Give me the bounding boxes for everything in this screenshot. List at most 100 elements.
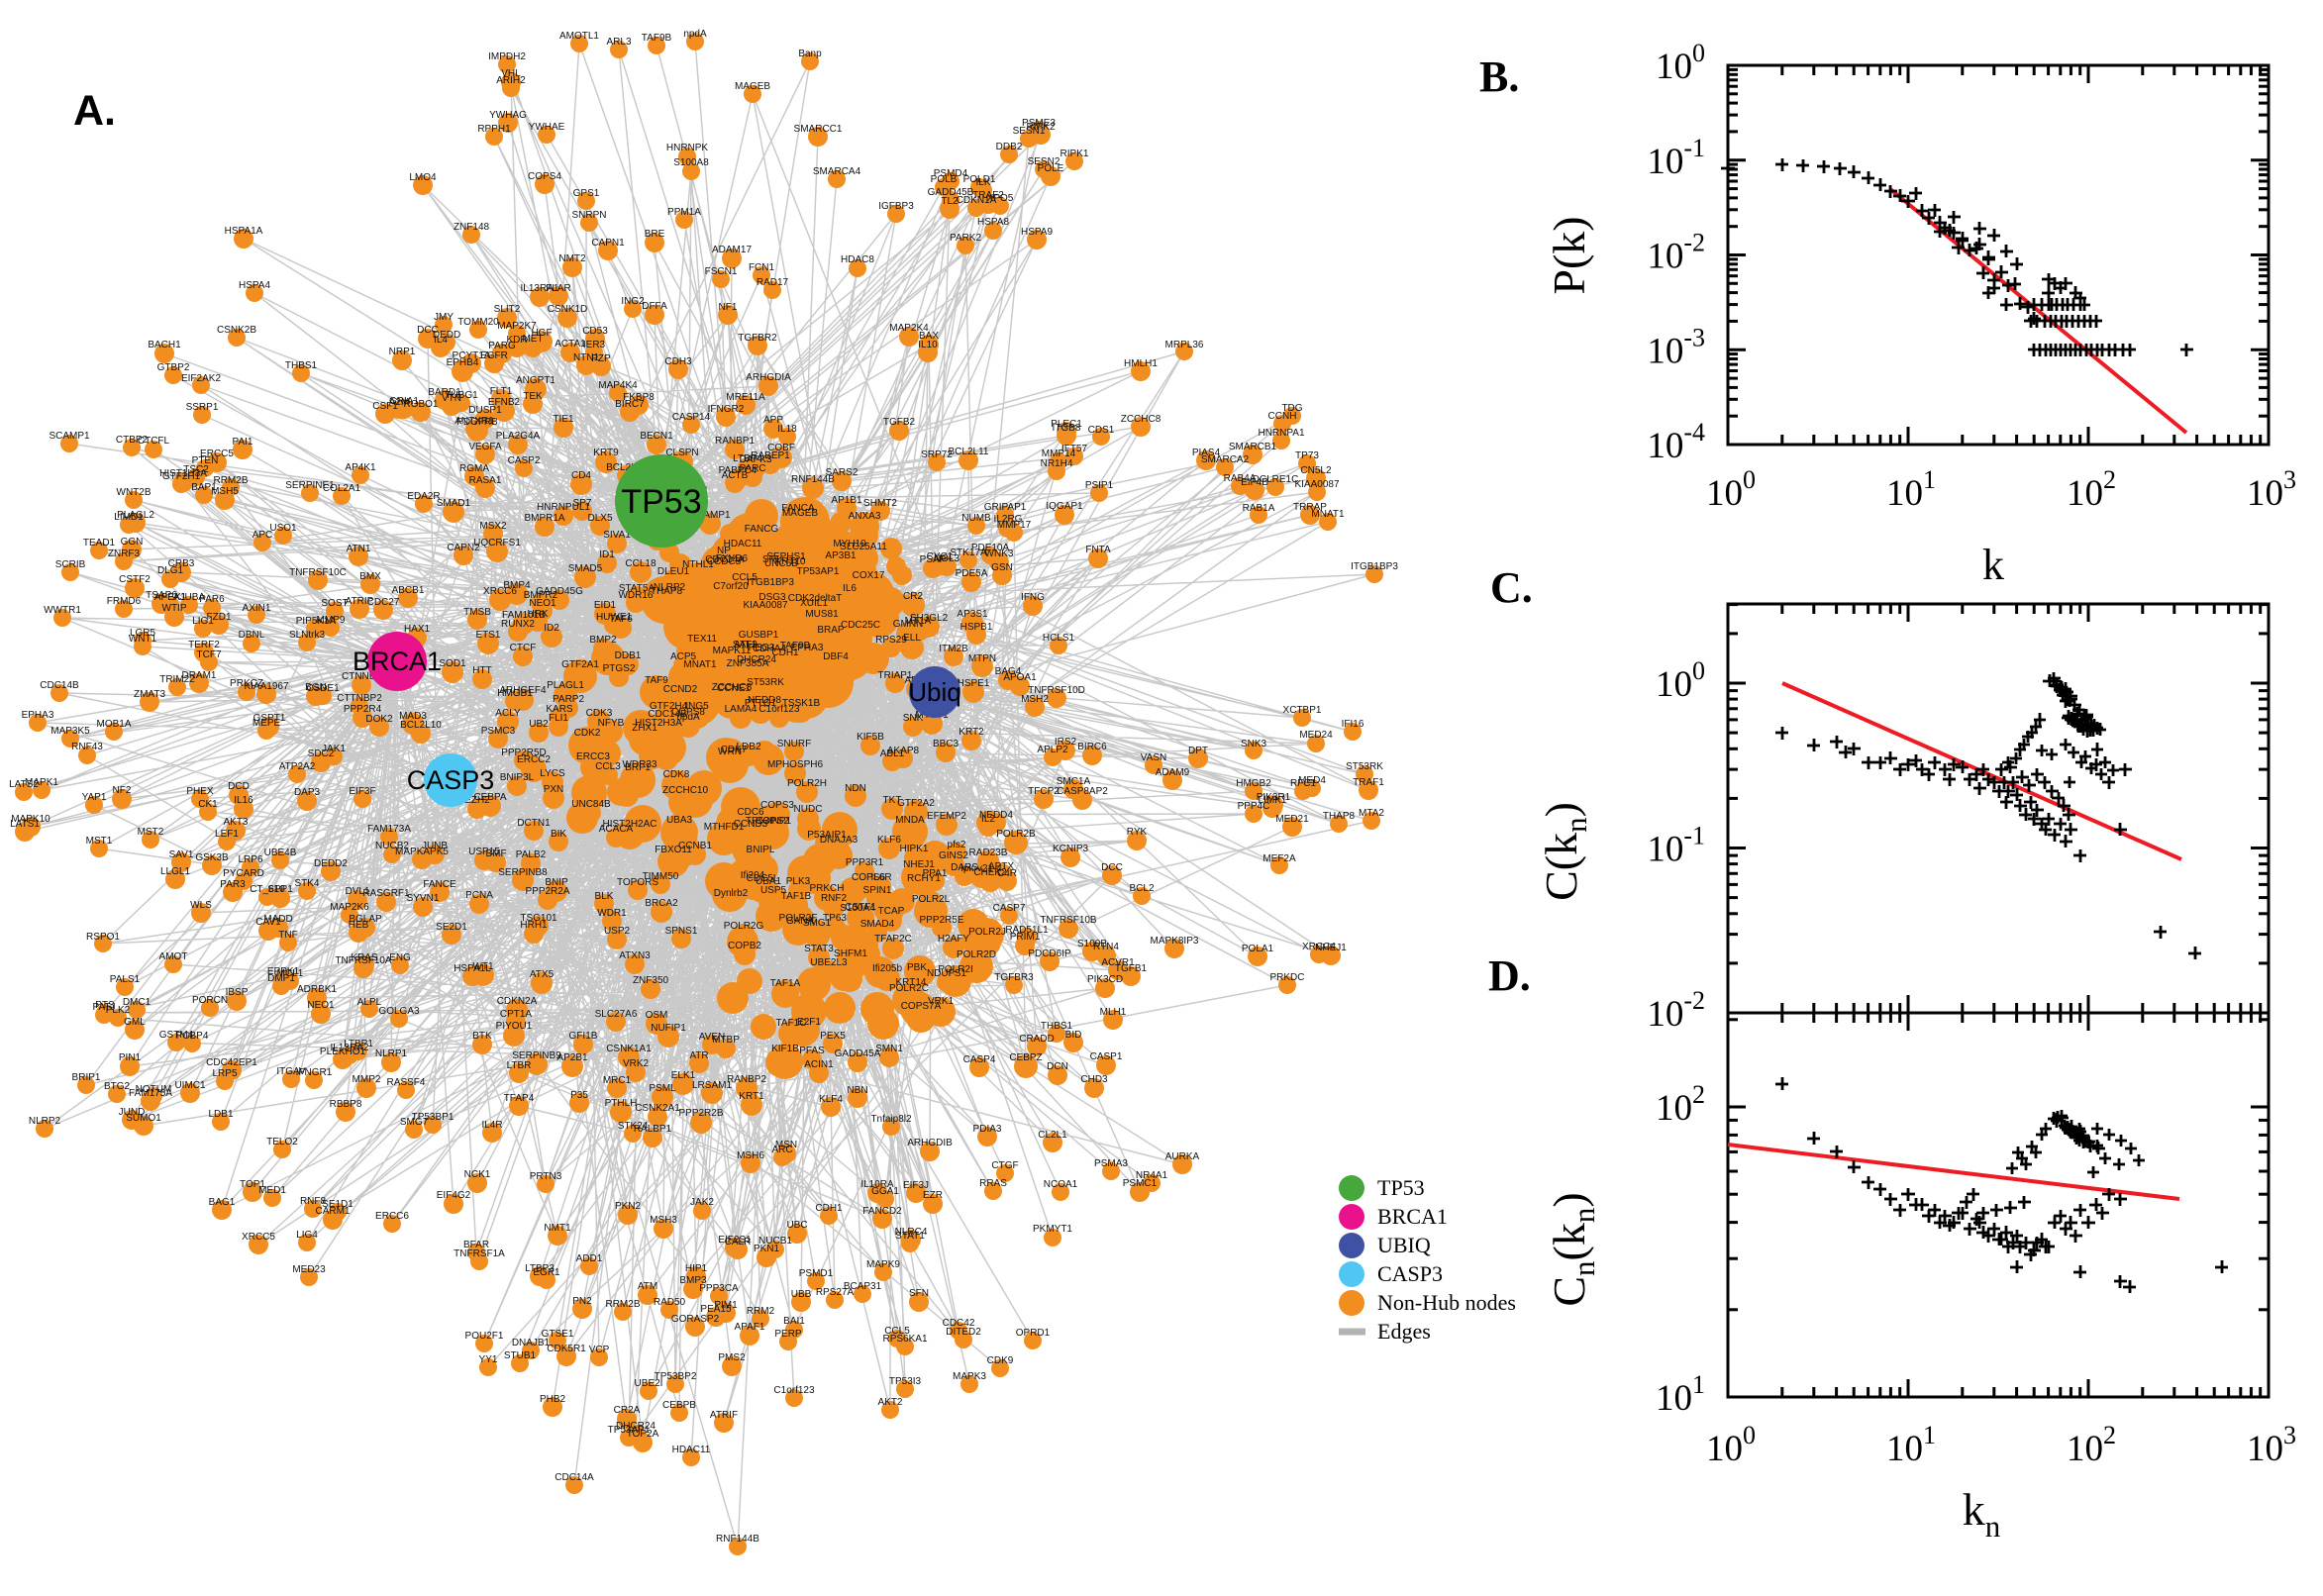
svg-text:MED1: MED1: [258, 1185, 286, 1196]
svg-text:ROBO1: ROBO1: [403, 399, 438, 410]
svg-text:KIF1B: KIF1B: [771, 1044, 799, 1054]
svg-text:PKN2: PKN2: [615, 1201, 642, 1212]
svg-text:EIF2AK2: EIF2AK2: [181, 373, 221, 384]
svg-text:RRM2B: RRM2B: [213, 475, 248, 486]
svg-text:IFI16: IFI16: [1342, 719, 1364, 730]
svg-text:E2F1: E2F1: [797, 1017, 821, 1028]
svg-text:CTGF: CTGF: [991, 1160, 1018, 1171]
svg-text:RNF144B: RNF144B: [791, 474, 835, 485]
svg-text:TFCP2: TFCP2: [1028, 786, 1060, 797]
svg-text:EPPK1: EPPK1: [267, 966, 300, 977]
svg-text:BAI1: BAI1: [783, 1316, 805, 1327]
svg-text:SOD1: SOD1: [439, 658, 466, 669]
svg-text:MCL1: MCL1: [277, 968, 304, 979]
svg-text:ATP2A2: ATP2A2: [279, 761, 316, 772]
svg-text:PLAGL1: PLAGL1: [547, 680, 584, 691]
svg-text:MAPK11: MAPK11: [713, 646, 752, 656]
svg-text:STK4: STK4: [294, 878, 319, 889]
svg-text:ZHX1: ZHX1: [632, 723, 657, 734]
svg-text:NEDD8: NEDD8: [748, 695, 781, 706]
svg-text:ATR: ATR: [689, 1050, 708, 1061]
svg-text:MAGEB: MAGEB: [782, 508, 818, 519]
svg-text:RRM2: RRM2: [747, 1306, 775, 1317]
svg-text:GMNN: GMNN: [893, 619, 924, 630]
svg-text:COPS8: COPS8: [671, 707, 705, 718]
svg-text:MAPK8IP3: MAPK8IP3: [1151, 936, 1199, 947]
svg-text:GINS2: GINS2: [939, 850, 968, 861]
svg-text:RPS27A: RPS27A: [816, 1287, 855, 1298]
svg-text:FAM101B: FAM101B: [502, 610, 546, 621]
svg-text:COPB2: COPB2: [728, 941, 761, 951]
svg-text:HIST2H3A: HIST2H3A: [635, 718, 682, 729]
svg-text:SEPHS1: SEPHS1: [766, 551, 806, 562]
svg-text:CEBPB: CEBPB: [662, 1400, 696, 1411]
svg-text:CSTF2: CSTF2: [119, 574, 151, 585]
svg-text:SMARCA2: SMARCA2: [1201, 454, 1250, 465]
svg-text:SE2D1: SE2D1: [436, 922, 467, 933]
svg-text:RFC1: RFC1: [1290, 778, 1317, 789]
svg-text:KIF5B: KIF5B: [857, 732, 884, 743]
svg-text:MSH3: MSH3: [650, 1215, 677, 1226]
svg-text:MTHFD1: MTHFD1: [704, 822, 745, 833]
svg-text:CL2L1: CL2L1: [1038, 1130, 1067, 1141]
svg-text:CCNB1: CCNB1: [678, 841, 712, 851]
svg-text:SLC25A11: SLC25A11: [840, 542, 887, 552]
svg-text:TRAF1: TRAF1: [1353, 777, 1384, 788]
svg-text:NUFIP1: NUFIP1: [651, 1023, 686, 1034]
svg-text:LAMA4: LAMA4: [725, 704, 758, 715]
svg-text:SUMO1: SUMO1: [126, 1113, 161, 1124]
svg-text:SERPINE1: SERPINE1: [285, 480, 335, 491]
svg-text:ID1: ID1: [599, 549, 615, 560]
svg-text:ERCC6: ERCC6: [375, 1211, 409, 1222]
svg-text:TSSK1B: TSSK1B: [782, 698, 821, 709]
svg-text:ETS1: ETS1: [475, 630, 500, 641]
svg-text:IL2RG: IL2RG: [994, 514, 1023, 525]
svg-text:ADAM17: ADAM17: [712, 245, 752, 255]
svg-text:C(kn): C(kn): [1536, 802, 1593, 901]
svg-text:ZMAT3: ZMAT3: [134, 689, 165, 700]
svg-text:MAPK9: MAPK9: [866, 1259, 900, 1270]
svg-text:COL2A1: COL2A1: [323, 483, 361, 494]
svg-text:MSH5: MSH5: [211, 486, 239, 497]
svg-text:UBE4B: UBE4B: [264, 848, 297, 858]
svg-text:ADD1: ADD1: [576, 1253, 603, 1264]
svg-text:IMPDH2: IMPDH2: [488, 51, 526, 62]
svg-text:DRAM1: DRAM1: [181, 670, 216, 681]
svg-text:RTN4: RTN4: [1093, 942, 1119, 952]
svg-text:TOP2A: TOP2A: [627, 1429, 659, 1440]
svg-text:EIF4B: EIF4B: [1241, 477, 1268, 488]
svg-text:BIK: BIK: [551, 829, 566, 840]
svg-text:BAG4: BAG4: [995, 666, 1022, 677]
svg-text:FAM175A: FAM175A: [129, 1088, 172, 1099]
svg-text:PRTN3: PRTN3: [530, 1171, 562, 1182]
svg-text:PN2: PN2: [572, 1296, 592, 1307]
svg-text:CSF1: CSF1: [372, 401, 398, 412]
svg-text:BCL2: BCL2: [1129, 883, 1154, 894]
svg-text:LRP6: LRP6: [238, 854, 262, 865]
svg-text:DBNL: DBNL: [239, 630, 265, 641]
svg-text:B.: B.: [1479, 52, 1519, 101]
svg-text:FBXO11: FBXO11: [655, 845, 692, 855]
svg-text:CSNK2B: CSNK2B: [217, 325, 256, 336]
svg-text:RIPK1: RIPK1: [1060, 149, 1089, 159]
svg-text:LIMK1: LIMK1: [1259, 795, 1287, 806]
svg-text:HUWE1: HUWE1: [596, 612, 633, 623]
svg-text:COPS4: COPS4: [528, 171, 561, 182]
svg-text:USP15: USP15: [468, 847, 500, 857]
svg-text:CASP1: CASP1: [1090, 1051, 1123, 1062]
svg-text:CSNK2A1: CSNK2A1: [635, 1103, 680, 1114]
svg-text:ADAM9: ADAM9: [1156, 767, 1190, 778]
svg-text:KRAS: KRAS: [351, 952, 378, 963]
svg-text:ARL3: ARL3: [606, 37, 631, 48]
svg-text:CTBP2: CTBP2: [116, 435, 149, 446]
svg-text:ATRIP: ATRIP: [346, 596, 374, 607]
svg-text:CALR: CALR: [725, 1237, 752, 1247]
svg-text:RANBP1: RANBP1: [715, 436, 755, 447]
svg-text:TGFB2: TGFB2: [883, 417, 916, 428]
svg-text:MRE11A: MRE11A: [726, 392, 765, 403]
svg-text:PDE10A: PDE10A: [971, 543, 1010, 553]
svg-text:BMX: BMX: [359, 571, 381, 582]
svg-text:FZD1: FZD1: [207, 612, 232, 623]
svg-text:DDB1: DDB1: [615, 650, 642, 661]
svg-text:NDN: NDN: [845, 783, 866, 794]
